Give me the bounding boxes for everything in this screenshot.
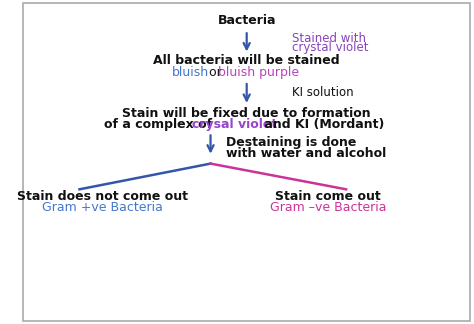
Text: Gram –ve Bacteria: Gram –ve Bacteria bbox=[270, 201, 386, 214]
Text: of a complex of: of a complex of bbox=[104, 118, 217, 131]
Text: crysal violet: crysal violet bbox=[192, 118, 278, 131]
Text: with water and alcohol: with water and alcohol bbox=[227, 146, 387, 159]
Text: Destaining is done: Destaining is done bbox=[227, 136, 357, 149]
Text: and KI (Mordant): and KI (Mordant) bbox=[260, 118, 384, 131]
Text: bluish purple: bluish purple bbox=[218, 66, 300, 79]
Text: KI solution: KI solution bbox=[292, 87, 354, 99]
Text: Stained with: Stained with bbox=[292, 32, 366, 45]
Text: All bacteria will be stained: All bacteria will be stained bbox=[154, 54, 340, 67]
Text: Stain does not come out: Stain does not come out bbox=[17, 190, 188, 203]
Text: Gram +ve Bacteria: Gram +ve Bacteria bbox=[42, 201, 163, 214]
Text: crystal violet: crystal violet bbox=[292, 40, 368, 53]
FancyBboxPatch shape bbox=[23, 3, 470, 321]
Text: Stain come out: Stain come out bbox=[275, 190, 381, 203]
Text: or: or bbox=[205, 66, 226, 79]
Text: Bacteria: Bacteria bbox=[218, 14, 276, 27]
Text: Stain will be fixed due to formation: Stain will be fixed due to formation bbox=[122, 107, 371, 120]
Text: bluish: bluish bbox=[172, 66, 209, 79]
